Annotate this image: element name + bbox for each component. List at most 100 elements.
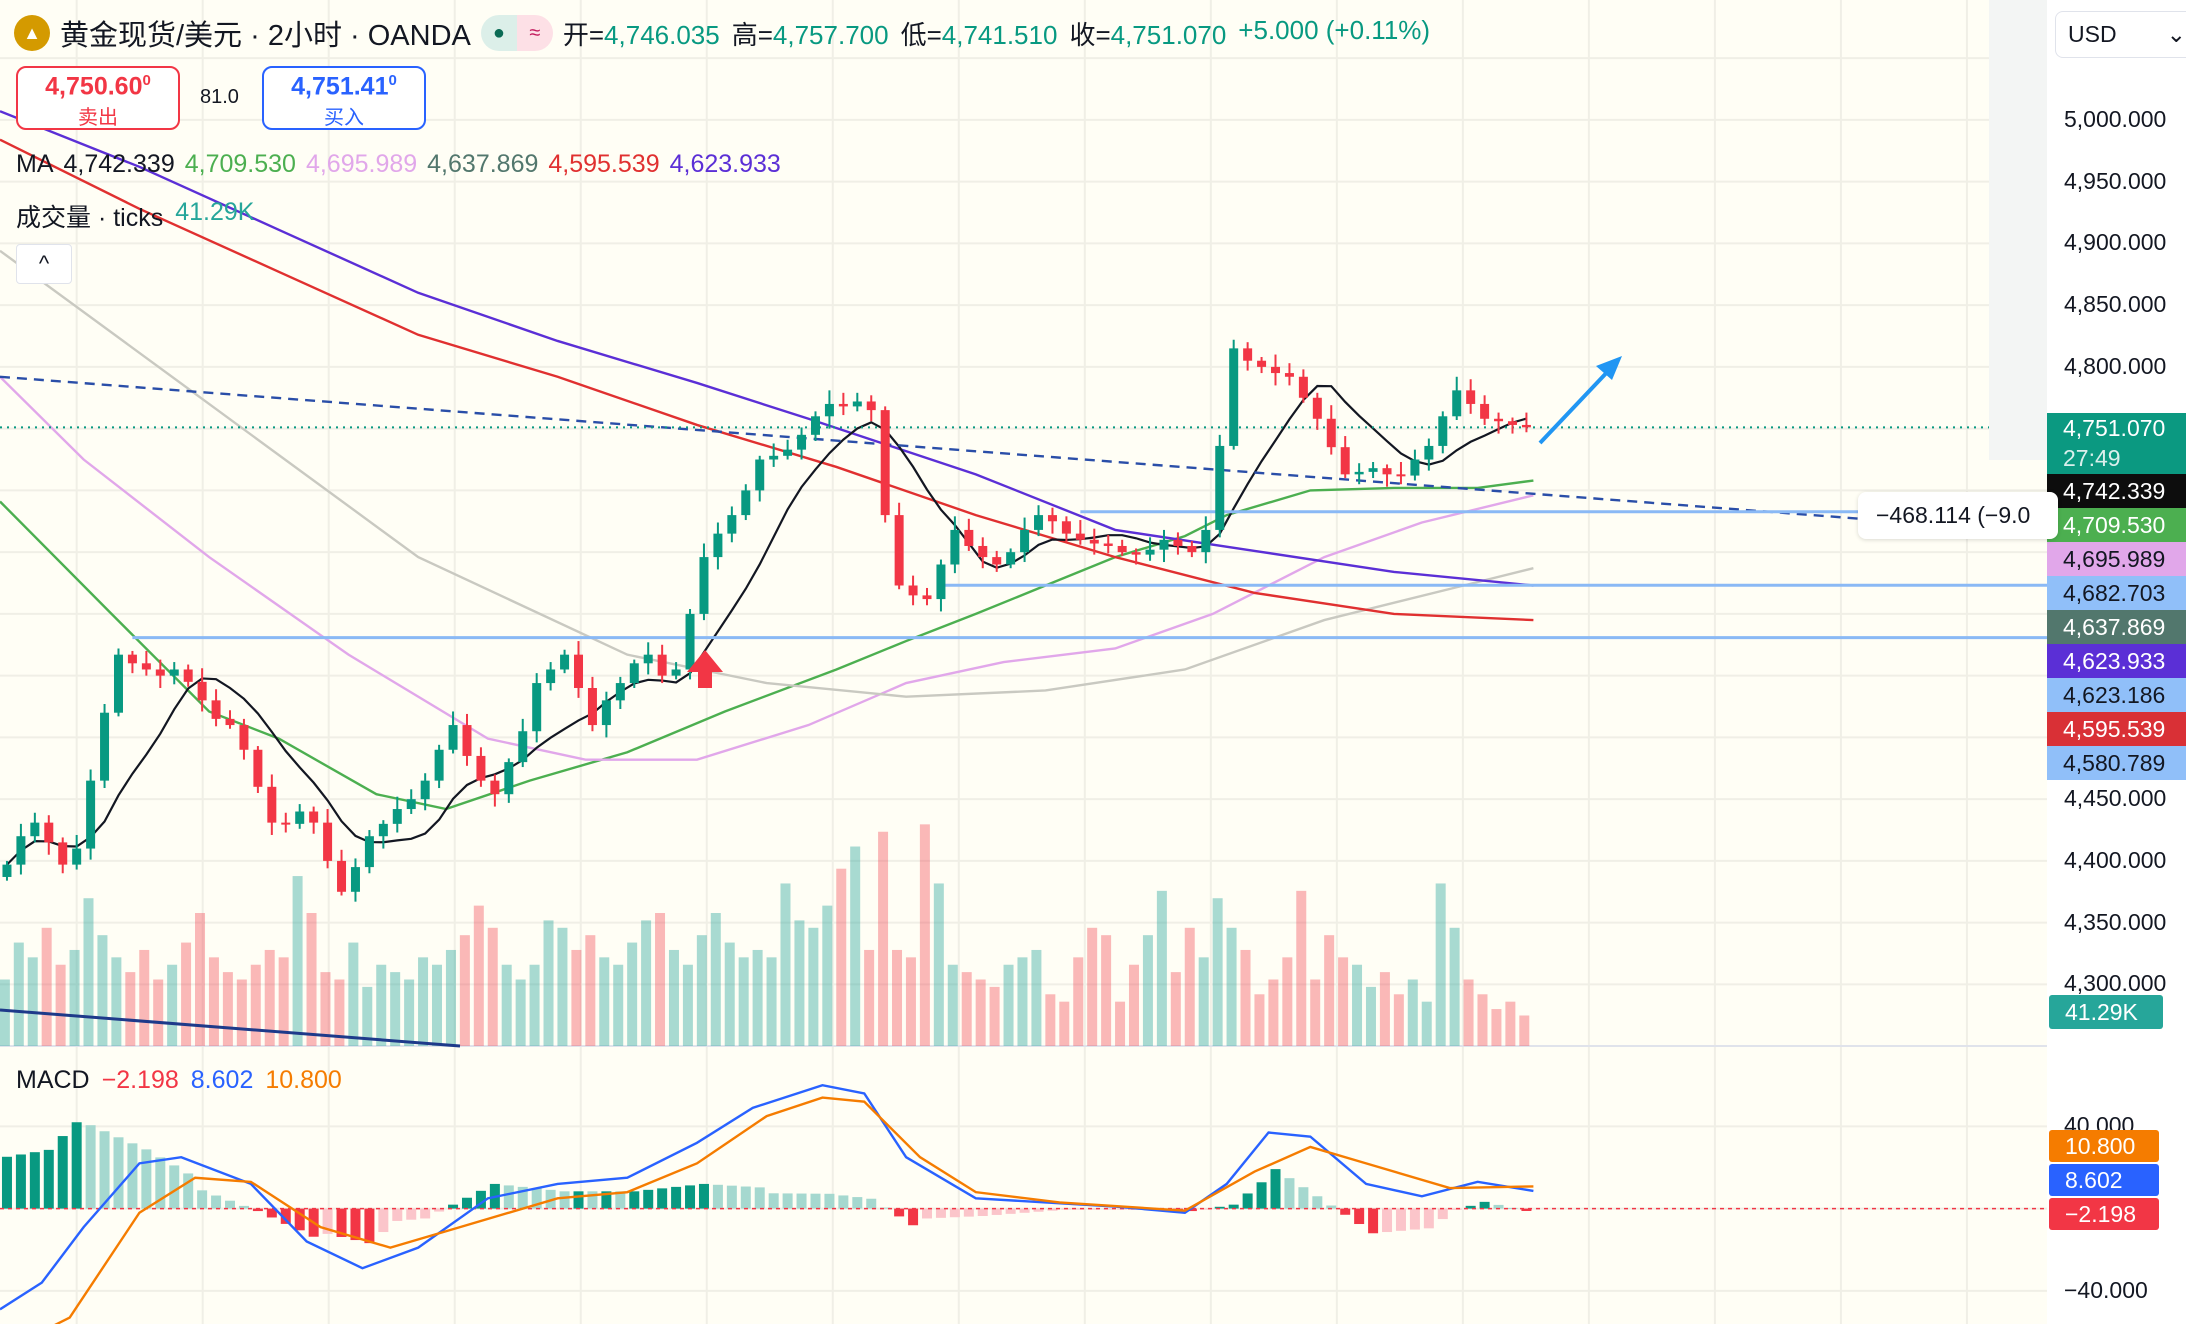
candle-body <box>1410 459 1420 476</box>
macd-histogram-bar <box>1437 1208 1448 1220</box>
volume-bar <box>682 964 693 1046</box>
candle-body <box>337 860 347 892</box>
candle-body <box>141 663 151 670</box>
market-status[interactable]: ● ≈ <box>480 15 553 51</box>
projection-arrow-line <box>1538 365 1614 445</box>
symbol-title[interactable]: 黄金现货/美元 · 2小时 · OANDA <box>60 20 471 52</box>
volume-bar <box>195 913 206 1046</box>
ma-line-ma6 <box>0 110 1534 587</box>
candle-body <box>992 557 1002 565</box>
candle-body <box>1131 552 1141 555</box>
candle-body <box>267 786 277 823</box>
volume-bar <box>264 949 275 1046</box>
candle-body <box>1354 471 1364 475</box>
volume-bar <box>1505 1001 1516 1046</box>
volume-bar <box>975 979 986 1046</box>
volume-bar <box>1212 898 1223 1046</box>
currency-value: USD <box>2068 21 2117 47</box>
macd-histogram-bar <box>448 1204 459 1209</box>
price-badge: 4,695.989 <box>2047 542 2186 576</box>
candle-body <box>546 669 556 684</box>
macd-histogram-bar <box>420 1208 431 1219</box>
buy-button[interactable]: 4,751.410 买入 <box>262 66 426 130</box>
macd-histogram-bar <box>1242 1193 1253 1209</box>
candle-body <box>239 725 249 750</box>
macd-histogram-bar <box>99 1131 110 1209</box>
macd-histogram-bar <box>991 1208 1002 1215</box>
macd-histogram-bar <box>71 1122 82 1209</box>
candle-body <box>518 731 528 763</box>
candle-body <box>364 836 374 868</box>
price-tick-label: 4,850.000 <box>2064 291 2167 318</box>
chevron-up-icon: ^ <box>38 251 50 276</box>
volume-bar <box>543 920 554 1046</box>
trendline <box>0 375 1862 521</box>
candle-body <box>1020 529 1030 553</box>
candle-body <box>685 613 695 670</box>
volume-bar <box>376 964 387 1046</box>
macd-histogram-bar <box>587 1191 598 1209</box>
ma-line-ma1 <box>6 384 1527 866</box>
delayed-data-icon: ≈ <box>516 15 553 51</box>
candle-body <box>560 654 570 670</box>
currency-select[interactable]: USD ⌄ <box>2055 11 2186 58</box>
macd-histogram-bar <box>698 1183 709 1209</box>
volume-bar <box>1184 927 1195 1046</box>
sell-button[interactable]: 4,750.600 卖出 <box>16 66 180 130</box>
buy-price: 4,751.41 <box>291 72 389 101</box>
volume-bar <box>320 972 331 1046</box>
volume-bar <box>655 913 666 1046</box>
volume-bar <box>1310 979 1321 1046</box>
candle-body <box>72 848 82 865</box>
volume-bar <box>153 979 164 1046</box>
scroll-area[interactable] <box>1989 0 2047 460</box>
volume-legend[interactable]: 成交量 · ticks 41.29K <box>16 198 254 234</box>
symbol-header: ▲ 黄金现货/美元 · 2小时 · OANDA ● ≈ 开=4,746.035 … <box>14 10 1430 56</box>
candle-body <box>197 681 207 701</box>
candle-body <box>1243 348 1253 361</box>
market-open-dot-icon: ● <box>480 15 517 51</box>
candle-body <box>476 755 486 781</box>
close-label: 收= <box>1069 19 1111 50</box>
macd-histogram-bar <box>657 1188 668 1209</box>
candle-body <box>44 822 54 843</box>
last-price: 4,751.070 <box>2063 415 2166 441</box>
candle-body <box>671 669 681 676</box>
volume-bar <box>334 979 345 1046</box>
candle-body <box>1424 445 1434 460</box>
ma-legend[interactable]: MA 4,742.339 4,709.530 4,695.989 4,637.8… <box>16 150 781 179</box>
macd-histogram-bar <box>1284 1178 1295 1209</box>
candle-body <box>392 809 402 824</box>
macd-histogram-bar <box>127 1143 138 1209</box>
macd-histogram-bar <box>1298 1187 1309 1209</box>
candle-body <box>86 780 96 849</box>
candle-body <box>978 545 988 558</box>
macd-histogram-bar <box>685 1185 696 1209</box>
macd-histogram-bar <box>977 1208 988 1217</box>
ma3-value: 4,695.989 <box>305 150 418 178</box>
volume-bar <box>1156 890 1167 1046</box>
volume-bar <box>1101 935 1112 1046</box>
spread-value: 81.0 <box>200 86 239 108</box>
macd-legend[interactable]: MACD −2.198 8.602 10.800 <box>16 1066 342 1095</box>
volume-bar <box>1477 994 1488 1046</box>
macd-histogram-bar <box>29 1152 40 1209</box>
price-tick-label: 4,450.000 <box>2064 785 2167 812</box>
candle-body <box>783 449 793 456</box>
macd-histogram-bar <box>852 1197 863 1209</box>
macd-histogram-bar <box>1521 1208 1532 1211</box>
volume-bar <box>1393 994 1404 1046</box>
sell-label: 卖出 <box>78 107 118 130</box>
candle-body <box>1201 529 1211 553</box>
price-tick-label: 5,000.000 <box>2064 105 2167 132</box>
candle-body <box>448 725 458 750</box>
macd-histogram-bar <box>754 1187 765 1209</box>
candle-body <box>420 780 430 800</box>
collapse-legend-button[interactable]: ^ <box>16 244 72 284</box>
price-badge: 4,637.869 <box>2047 610 2186 644</box>
ma1-value: 4,742.339 <box>63 150 175 178</box>
macd-histogram-bar <box>1228 1204 1239 1209</box>
volume-bar <box>55 964 66 1046</box>
candle-body <box>532 683 542 732</box>
